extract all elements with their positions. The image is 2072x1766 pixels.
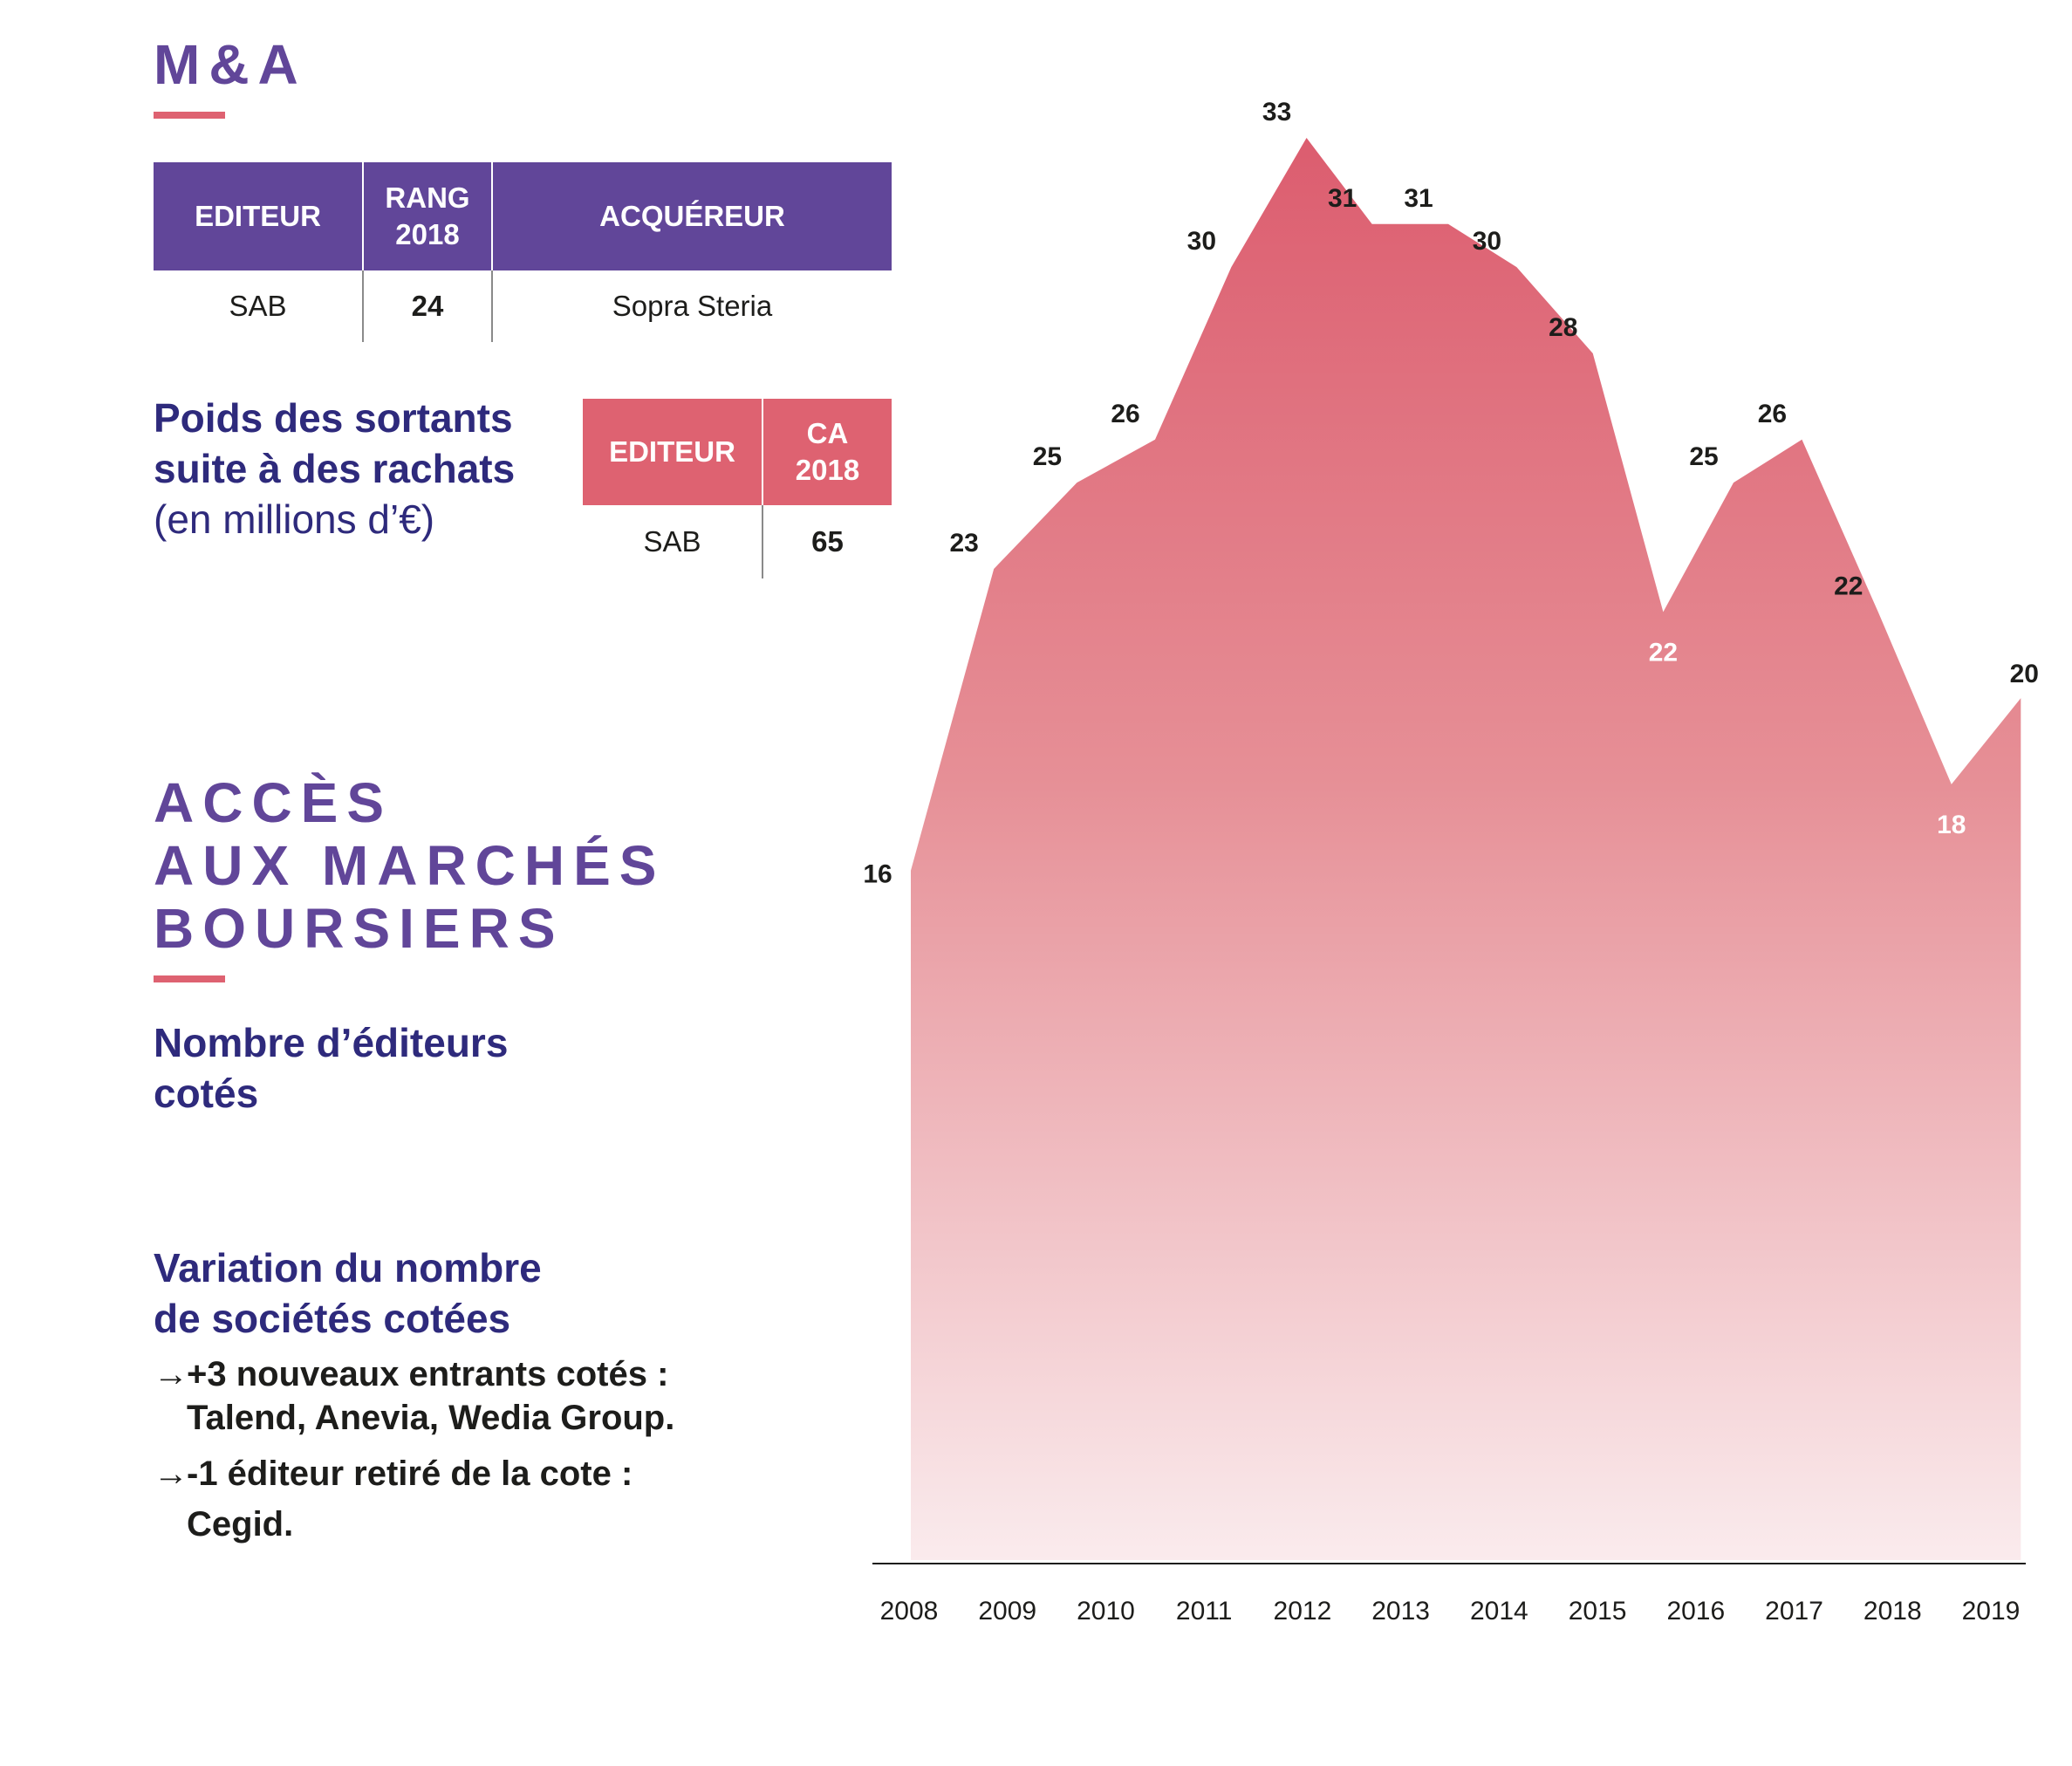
- data-label: 16: [863, 860, 892, 889]
- variation-bullet-retires-line2: Cegid.: [187, 1505, 294, 1544]
- data-label: 30: [1187, 227, 1216, 256]
- poids-unit: (en millions d’€): [154, 496, 435, 542]
- ma-cell-rang: 24: [362, 270, 492, 342]
- data-label: 18: [1937, 811, 1966, 839]
- ma-header-editeur: EDITEUR: [154, 162, 363, 270]
- poids-title: Poids des sortants suite à des rachats (…: [154, 393, 515, 544]
- poids-header-ca: CA 2018: [762, 399, 892, 505]
- x-tick-label: 2008: [880, 1597, 939, 1626]
- data-label: 25: [1689, 442, 1718, 471]
- data-label: 23: [950, 529, 979, 558]
- acces-subtitle-line1: Nombre d’éditeurs: [154, 1020, 509, 1065]
- ma-title-rule: [154, 112, 225, 119]
- x-tick-label: 2013: [1371, 1597, 1430, 1626]
- x-tick-label: 2015: [1569, 1597, 1627, 1626]
- data-label: 28: [1549, 313, 1577, 342]
- area-series: [911, 138, 2021, 1560]
- variation-title-line1: Variation du nombre: [154, 1245, 542, 1290]
- x-tick-label: 2016: [1666, 1597, 1725, 1626]
- data-label: 26: [1758, 400, 1787, 428]
- poids-cell-ca: 65: [762, 505, 892, 578]
- x-tick-label: 2011: [1176, 1597, 1233, 1626]
- poids-table: EDITEUR CA 2018 SAB 65: [583, 399, 892, 578]
- data-label: 26: [1111, 400, 1139, 428]
- ma-cell-editeur: SAB: [229, 290, 287, 322]
- poids-cell-editeur: SAB: [643, 525, 701, 558]
- data-label: 30: [1473, 227, 1501, 256]
- variation-bullets: → +3 nouveaux entrants cotés : Talend, A…: [154, 1352, 712, 1558]
- acces-title-line1: ACCÈS: [154, 771, 393, 834]
- arrow-right-icon: →: [154, 1455, 188, 1493]
- variation-bullet-retires: → -1 éditeur retiré de la cote : Cegid.: [154, 1452, 712, 1546]
- x-tick-label: 2019: [1962, 1597, 2021, 1626]
- ma-cell-acquereur: Sopra Steria: [491, 270, 892, 342]
- acces-title: ACCÈS AUX MARCHÉS BOURSIERS: [154, 771, 665, 960]
- ma-table: EDITEUR RANG 2018 ACQUÉREUR SAB 24 Sopra…: [154, 162, 892, 342]
- data-label: 25: [1033, 442, 1062, 471]
- data-label: 22: [1834, 572, 1863, 600]
- data-label: 31: [1328, 184, 1357, 213]
- acces-title-line2: AUX MARCHÉS: [154, 834, 666, 897]
- ma-header-acquereur: ACQUÉREUR: [491, 162, 892, 270]
- x-tick-label: 2018: [1863, 1597, 1922, 1626]
- variation-bullet-entrants-line1: +3 nouveaux entrants cotés :: [187, 1355, 669, 1393]
- poids-header-editeur: EDITEUR: [583, 399, 762, 505]
- ma-title: M&A: [154, 33, 307, 96]
- poids-title-line1: Poids des sortants: [154, 395, 513, 441]
- acces-title-line3: BOURSIERS: [154, 897, 564, 960]
- data-label: 20: [2010, 660, 2039, 688]
- arrow-right-icon: →: [154, 1355, 188, 1393]
- x-tick-label: 2009: [978, 1597, 1036, 1626]
- data-label: 31: [1404, 184, 1433, 213]
- x-tick-label: 2014: [1470, 1597, 1528, 1626]
- acces-title-rule: [154, 975, 225, 982]
- x-tick-label: 2012: [1274, 1597, 1332, 1626]
- data-label: 22: [1649, 638, 1678, 667]
- variation-title: Variation du nombre de sociétés cotées: [154, 1242, 542, 1344]
- ma-header-rang: RANG 2018: [362, 162, 492, 270]
- x-tick-label: 2010: [1077, 1597, 1135, 1626]
- x-tick-label: 2017: [1765, 1597, 1823, 1626]
- variation-bullet-entrants: → +3 nouveaux entrants cotés : Talend, A…: [154, 1352, 712, 1440]
- variation-bullet-retires-line1: -1 éditeur retiré de la cote :: [187, 1455, 633, 1493]
- variation-title-line2: de sociétés cotées: [154, 1296, 511, 1341]
- acces-subtitle-line2: cotés: [154, 1071, 259, 1116]
- variation-bullet-entrants-line2: Talend, Anevia, Wedia Group.: [187, 1399, 675, 1437]
- acces-subtitle: Nombre d’éditeurs cotés: [154, 1017, 508, 1119]
- poids-title-line2: suite à des rachats: [154, 446, 516, 491]
- data-label: 33: [1262, 98, 1291, 127]
